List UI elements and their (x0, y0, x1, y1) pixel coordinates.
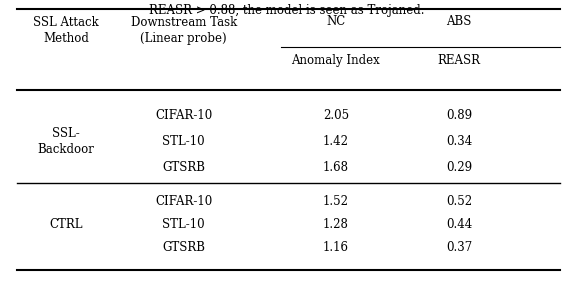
Text: SSL Attack
Method: SSL Attack Method (33, 15, 99, 45)
Text: REASR > 0.88, the model is seen as Trojaned.: REASR > 0.88, the model is seen as Troja… (149, 4, 425, 17)
Text: NC: NC (326, 15, 346, 28)
Text: SSL-
Backdoor: SSL- Backdoor (37, 127, 95, 156)
Text: 1.42: 1.42 (323, 135, 349, 148)
Text: GTSRB: GTSRB (162, 161, 205, 174)
Text: Downstream Task
(Linear probe): Downstream Task (Linear probe) (130, 15, 237, 45)
Text: 1.52: 1.52 (323, 195, 349, 208)
Text: 1.68: 1.68 (323, 161, 349, 174)
Text: CTRL: CTRL (49, 218, 83, 231)
Text: 0.89: 0.89 (446, 109, 472, 122)
Text: STL-10: STL-10 (162, 218, 205, 231)
Text: ABS: ABS (447, 15, 472, 28)
Text: 1.16: 1.16 (323, 241, 349, 254)
Text: 0.29: 0.29 (446, 161, 472, 174)
Text: CIFAR-10: CIFAR-10 (155, 195, 212, 208)
Text: 1.28: 1.28 (323, 218, 349, 231)
Text: STL-10: STL-10 (162, 135, 205, 148)
Text: CIFAR-10: CIFAR-10 (155, 109, 212, 122)
Text: 0.37: 0.37 (446, 241, 472, 254)
Text: REASR: REASR (438, 53, 480, 67)
Text: Anomaly Index: Anomaly Index (292, 53, 380, 67)
Text: 0.34: 0.34 (446, 135, 472, 148)
Text: 0.52: 0.52 (446, 195, 472, 208)
Text: GTSRB: GTSRB (162, 241, 205, 254)
Text: 0.44: 0.44 (446, 218, 472, 231)
Text: 2.05: 2.05 (323, 109, 349, 122)
